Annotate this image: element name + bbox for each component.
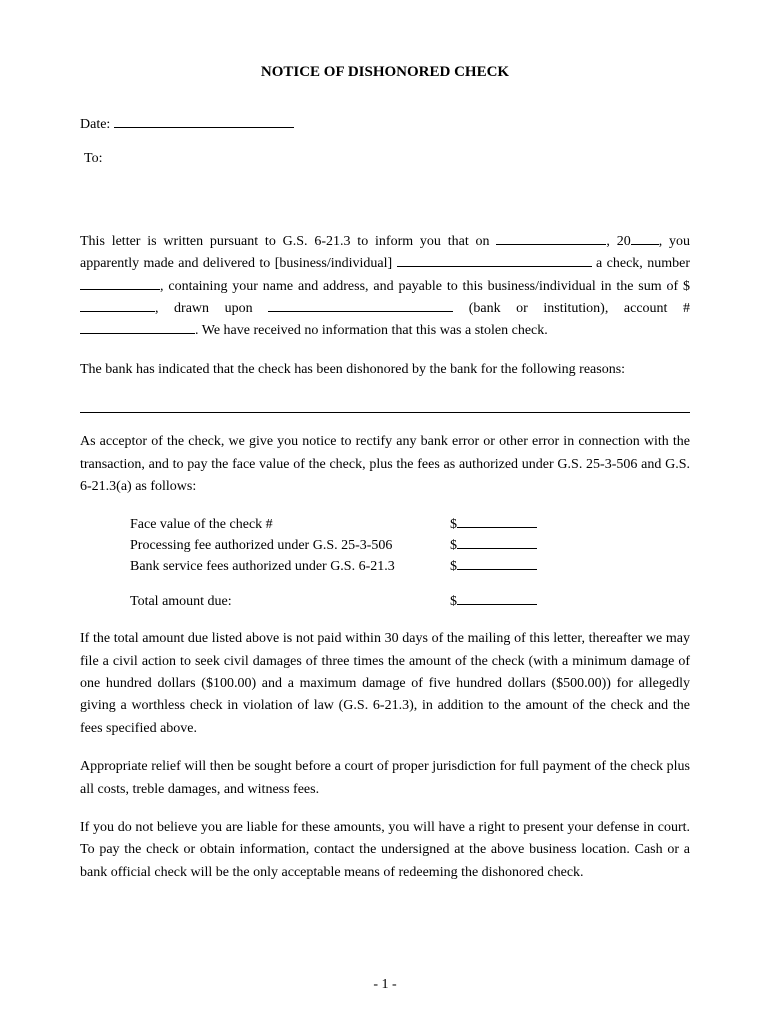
blank-fee-4[interactable] xyxy=(457,604,537,605)
to-line: To: xyxy=(80,148,690,170)
date-label: Date: xyxy=(80,117,110,132)
blank-year[interactable] xyxy=(631,244,659,245)
p1-text-g: (bank or institution), account # xyxy=(453,301,690,316)
p1-text-e: , containing your name and address, and … xyxy=(160,279,690,294)
page-number: - 1 - xyxy=(0,974,770,996)
dollar-3: $ xyxy=(450,556,457,577)
fee-row-face-value: Face value of the check # $ xyxy=(130,514,690,535)
blank-checknum[interactable] xyxy=(80,289,160,290)
blank-bank[interactable] xyxy=(268,311,453,312)
fee-label-2: Processing fee authorized under G.S. 25-… xyxy=(130,535,450,556)
fee-label-3: Bank service fees authorized under G.S. … xyxy=(130,556,450,577)
blank-fee-3[interactable] xyxy=(457,569,537,570)
blank-account[interactable] xyxy=(80,333,195,334)
p1-text-b: , 20 xyxy=(606,234,630,249)
date-blank[interactable] xyxy=(114,127,294,128)
document-title: NOTICE OF DISHONORED CHECK xyxy=(80,60,690,84)
paragraph-5: Appropriate relief will then be sought b… xyxy=(80,756,690,801)
p1-text-d: a check, number xyxy=(592,256,690,271)
blank-sum[interactable] xyxy=(80,311,155,312)
blank-business[interactable] xyxy=(397,266,592,267)
fee-row-total: Total amount due: $ xyxy=(130,591,690,612)
paragraph-3: As acceptor of the check, we give you no… xyxy=(80,431,690,498)
blank-fee-2[interactable] xyxy=(457,548,537,549)
paragraph-2: The bank has indicated that the check ha… xyxy=(80,359,690,381)
fee-label-4: Total amount due: xyxy=(130,591,450,612)
fee-row-bank-service: Bank service fees authorized under G.S. … xyxy=(130,556,690,577)
date-line: Date: xyxy=(80,114,690,136)
fee-block: Face value of the check # $ Processing f… xyxy=(130,514,690,612)
to-label: To: xyxy=(84,151,102,166)
p1-text-a: This letter is written pursuant to G.S. … xyxy=(80,234,496,249)
dollar-4: $ xyxy=(450,591,457,612)
reason-blank-line[interactable] xyxy=(80,397,690,413)
dollar-2: $ xyxy=(450,535,457,556)
dollar-1: $ xyxy=(450,514,457,535)
paragraph-1: This letter is written pursuant to G.S. … xyxy=(80,231,690,343)
paragraph-4: If the total amount due listed above is … xyxy=(80,628,690,740)
fee-row-processing: Processing fee authorized under G.S. 25-… xyxy=(130,535,690,556)
blank-fee-1[interactable] xyxy=(457,527,537,528)
blank-date[interactable] xyxy=(496,244,606,245)
p1-text-f: , drawn upon xyxy=(155,301,268,316)
paragraph-6: If you do not believe you are liable for… xyxy=(80,817,690,884)
p1-text-h: . We have received no information that t… xyxy=(195,323,548,338)
fee-label-1: Face value of the check # xyxy=(130,514,450,535)
